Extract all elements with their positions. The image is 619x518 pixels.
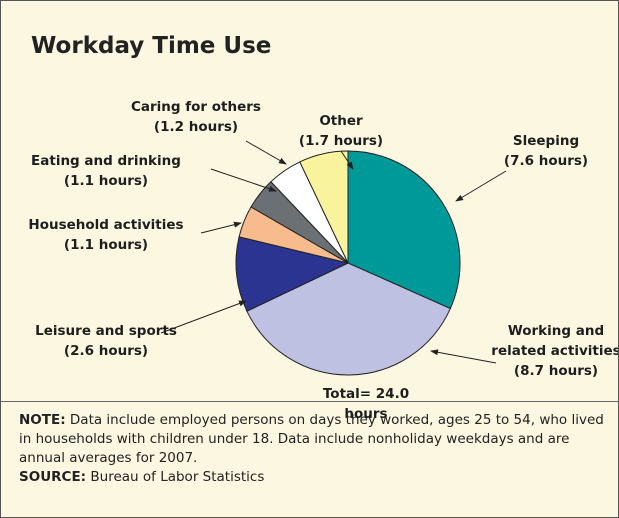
leader-arrow — [200, 221, 242, 234]
slice-name: Household activities — [28, 217, 184, 233]
source: SOURCE: Bureau of Labor Statistics — [19, 468, 609, 487]
slice-label: Sleeping (7.6 hours) — [491, 131, 601, 171]
leader-arrow — [455, 170, 507, 202]
pie-slice — [246, 262, 451, 376]
slice-name: Sleeping — [512, 133, 580, 149]
pie-area — [160, 140, 507, 376]
slice-name: Working and related activities — [491, 323, 619, 359]
slice-label: Household activities (1.1 hours) — [21, 215, 191, 255]
slice-value: (8.7 hours) — [513, 363, 599, 379]
note-text: Data include employed persons on days th… — [19, 412, 604, 466]
slice-label: Leisure and sports (2.6 hours) — [31, 321, 181, 361]
slice-value: (1.2 hours) — [153, 119, 239, 135]
source-label: SOURCE: — [19, 469, 87, 485]
pie-slice — [347, 150, 461, 310]
slice-name: Leisure and sports — [35, 323, 177, 339]
pie-slice — [235, 236, 350, 312]
leader-arrow — [245, 140, 287, 165]
source-text: Bureau of Labor Statistics — [90, 469, 265, 485]
total-annotation: Total= 24.0 hours — [322, 386, 410, 422]
slice-value: (1.1 hours) — [63, 237, 149, 253]
note: NOTE: Data include employed persons on d… — [19, 411, 609, 468]
divider — [1, 401, 618, 402]
slice-label: Eating and drinking (1.1 hours) — [21, 151, 191, 191]
slice-name: Caring for others — [131, 99, 261, 115]
slice-label: Other (1.7 hours) — [291, 111, 391, 151]
leader-arrow — [160, 300, 247, 334]
leader-arrow — [430, 349, 497, 364]
slice-value: (2.6 hours) — [63, 343, 149, 359]
slice-value: (1.7 hours) — [298, 133, 384, 149]
notes: NOTE: Data include employed persons on d… — [19, 411, 609, 487]
chart-title: Workday Time Use — [31, 33, 272, 59]
slice-name: Eating and drinking — [31, 153, 181, 169]
note-label: NOTE: — [19, 412, 66, 428]
leader-arrow — [210, 168, 277, 192]
slice-value: (1.1 hours) — [63, 173, 149, 189]
slice-label: Caring for others (1.2 hours) — [111, 97, 281, 137]
slice-label: Working and related activities (8.7 hours… — [481, 321, 619, 381]
pie-slice — [299, 150, 349, 264]
leader-arrow — [340, 150, 354, 170]
slice-value: (7.6 hours) — [503, 153, 589, 169]
slice-name: Other — [319, 113, 363, 129]
